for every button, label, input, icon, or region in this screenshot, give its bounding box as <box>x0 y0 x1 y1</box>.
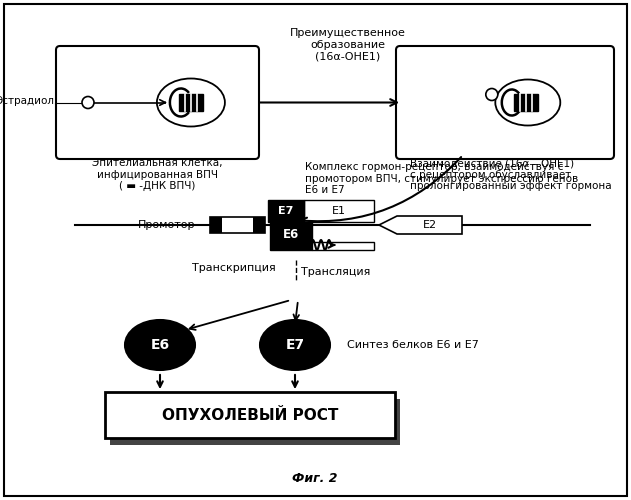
FancyArrowPatch shape <box>300 157 461 224</box>
Bar <box>270 220 312 250</box>
Bar <box>514 94 538 111</box>
Circle shape <box>82 96 94 108</box>
Bar <box>268 200 304 222</box>
FancyBboxPatch shape <box>4 4 627 496</box>
Polygon shape <box>379 216 462 234</box>
Text: Е6: Е6 <box>150 338 170 352</box>
Text: Промотор: Промотор <box>138 220 195 230</box>
Text: Преимущественное
образование
(16α-ОНЕ1): Преимущественное образование (16α-ОНЕ1) <box>290 28 406 61</box>
Bar <box>210 217 265 233</box>
Text: Трансляция: Трансляция <box>301 267 370 277</box>
Bar <box>105 392 395 438</box>
Bar <box>110 399 400 445</box>
Text: Взаимодействие (16α – ОНЕ1)
с рецептором обуславливает
пролонгированный эффект г: Взаимодействие (16α – ОНЕ1) с рецептором… <box>410 158 611 191</box>
Text: Фиг. 2: Фиг. 2 <box>292 472 338 484</box>
Text: Е6: Е6 <box>283 228 299 241</box>
Text: Эпителиальная клетка,
инфицированная ВПЧ
( ▬ -ДНК ВПЧ): Эпителиальная клетка, инфицированная ВПЧ… <box>92 158 223 191</box>
Ellipse shape <box>125 320 195 370</box>
Circle shape <box>486 88 498 101</box>
Ellipse shape <box>260 320 330 370</box>
Text: Е1: Е1 <box>332 206 346 216</box>
Bar <box>210 217 222 233</box>
Text: Эстрадиол: Эстрадиол <box>0 96 55 106</box>
FancyBboxPatch shape <box>396 46 614 159</box>
Bar <box>222 222 253 228</box>
FancyBboxPatch shape <box>56 46 259 159</box>
Text: Е2: Е2 <box>422 220 437 230</box>
Text: Е7: Е7 <box>278 206 293 216</box>
Bar <box>253 217 265 233</box>
Text: Комплекс гормон-рецептор, взаимодействуя с
промотором ВПЧ, стимулирует экспресси: Комплекс гормон-рецептор, взаимодействуя… <box>305 162 578 195</box>
Text: Е7: Е7 <box>285 338 305 352</box>
Bar <box>179 94 203 111</box>
Text: Транскрипция: Транскрипция <box>192 263 276 273</box>
Text: Синтез белков Е6 и Е7: Синтез белков Е6 и Е7 <box>347 340 479 350</box>
Text: ОПУХОЛЕВЫЙ РОСТ: ОПУХОЛЕВЫЙ РОСТ <box>162 408 338 422</box>
Bar <box>312 242 374 250</box>
Bar <box>304 200 374 222</box>
